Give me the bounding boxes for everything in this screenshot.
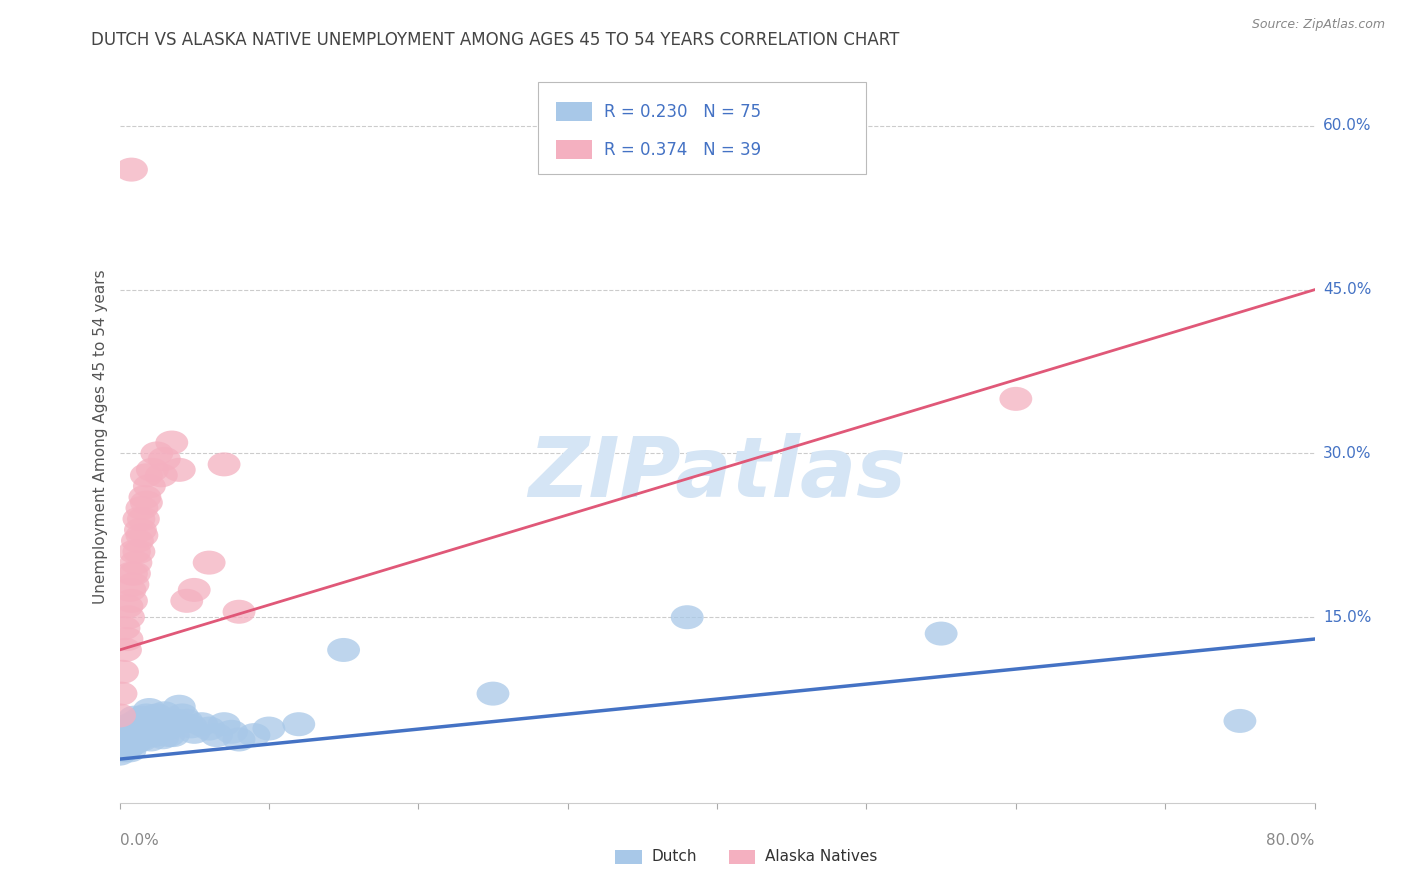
Text: 15.0%: 15.0% — [1323, 610, 1371, 624]
Text: DUTCH VS ALASKA NATIVE UNEMPLOYMENT AMONG AGES 45 TO 54 YEARS CORRELATION CHART: DUTCH VS ALASKA NATIVE UNEMPLOYMENT AMON… — [91, 31, 900, 49]
Text: ZIPatlas: ZIPatlas — [529, 434, 905, 514]
FancyBboxPatch shape — [730, 849, 755, 864]
Text: Source: ZipAtlas.com: Source: ZipAtlas.com — [1251, 18, 1385, 31]
FancyBboxPatch shape — [555, 102, 592, 121]
Text: 30.0%: 30.0% — [1323, 446, 1371, 461]
Text: 80.0%: 80.0% — [1267, 833, 1315, 848]
Text: R = 0.230   N = 75: R = 0.230 N = 75 — [603, 103, 761, 120]
Text: Alaska Natives: Alaska Natives — [765, 849, 877, 864]
Text: Dutch: Dutch — [651, 849, 697, 864]
FancyBboxPatch shape — [538, 82, 866, 174]
FancyBboxPatch shape — [616, 849, 641, 864]
Text: 0.0%: 0.0% — [120, 833, 159, 848]
Y-axis label: Unemployment Among Ages 45 to 54 years: Unemployment Among Ages 45 to 54 years — [93, 269, 108, 605]
FancyBboxPatch shape — [555, 140, 592, 159]
Text: R = 0.374   N = 39: R = 0.374 N = 39 — [603, 141, 761, 159]
Text: 60.0%: 60.0% — [1323, 119, 1371, 134]
Text: 45.0%: 45.0% — [1323, 282, 1371, 297]
